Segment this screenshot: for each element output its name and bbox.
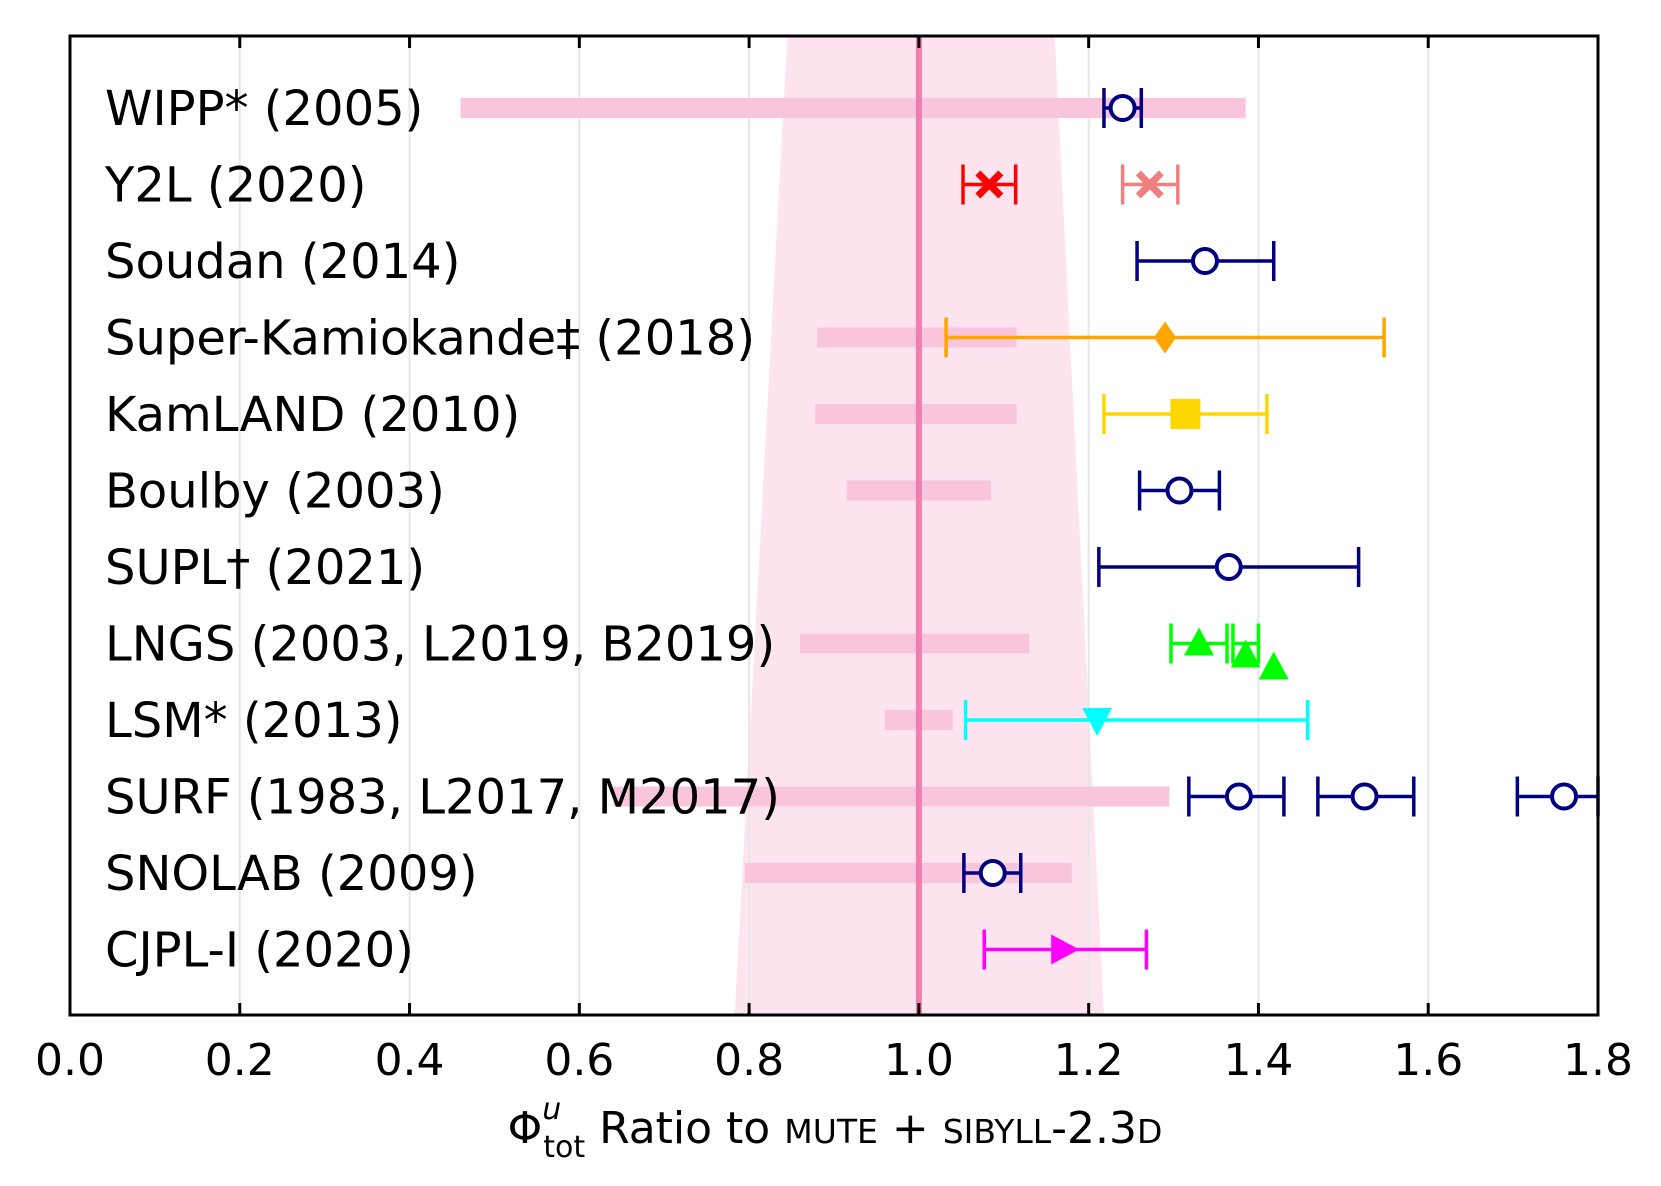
row-label: WIPP* (2005) xyxy=(105,81,423,137)
x-tick-label: 0.0 xyxy=(35,1035,105,1086)
x-tick-label: 0.4 xyxy=(375,1035,445,1086)
row-label: Super-Kamiokande‡ (2018) xyxy=(105,311,755,367)
row-label: Y2L (2020) xyxy=(104,158,366,214)
data-point xyxy=(1190,247,1219,275)
x-tick-label: 0.6 xyxy=(544,1035,614,1086)
x-tick-label: 1.8 xyxy=(1563,1035,1633,1086)
x-tick-label: 0.2 xyxy=(205,1035,275,1086)
row-label-layer: WIPP* (2005) Y2L (2020) Soudan (2014) Super… xyxy=(104,81,780,979)
x-title-sub: tot xyxy=(543,1130,585,1165)
x-title-plus: + xyxy=(878,1103,943,1154)
data-point-layer xyxy=(944,88,1600,970)
row-label: SURF (1983, L2017, M2017) xyxy=(105,770,780,826)
data-point xyxy=(1230,639,1261,668)
data-point xyxy=(1135,170,1164,199)
row-label: LNGS (2003, L2019, B2019) xyxy=(105,617,775,673)
data-point xyxy=(1082,708,1113,736)
x-tick-label: 1.4 xyxy=(1223,1035,1293,1086)
plot-frame xyxy=(68,34,1600,1017)
x-title-ratio: Ratio to xyxy=(585,1103,784,1154)
data-point xyxy=(1258,651,1289,680)
range-bar xyxy=(800,633,1030,654)
x-title-sup: u xyxy=(542,1092,561,1127)
data-point xyxy=(1550,782,1579,811)
x-title-phi: Φ xyxy=(508,1103,543,1154)
data-point xyxy=(1214,553,1243,581)
data-point xyxy=(978,859,1007,887)
data-point xyxy=(1165,476,1194,505)
x-tick-label: 1.2 xyxy=(1054,1035,1124,1086)
row-label: CJPL-I (2020) xyxy=(105,923,414,979)
data-point xyxy=(1108,94,1137,122)
x-axis-title: Φu tot Ratio to MUTE + SIBYLL-2.3D xyxy=(508,1092,1163,1165)
range-bar xyxy=(460,98,1246,118)
row-label: KamLAND (2010) xyxy=(105,387,520,443)
x-title-sibyll: SIBYLL xyxy=(943,1112,1052,1151)
axis-layer: 0.0 0.2 0.4 0.6 0.8 1.0 1.2 1.4 1.6 1.8 xyxy=(35,34,1633,1086)
data-point xyxy=(1184,627,1215,656)
data-point xyxy=(1224,782,1253,811)
data-point xyxy=(975,170,1004,199)
row-label: SUPL† (2021) xyxy=(105,540,425,596)
data-point xyxy=(1350,782,1379,811)
row-label: Soudan (2014) xyxy=(105,234,460,290)
row-label: Boulby (2003) xyxy=(105,464,445,520)
range-bar xyxy=(613,786,1170,807)
row-label: LSM* (2013) xyxy=(105,693,403,749)
x-title-d: D xyxy=(1137,1112,1162,1151)
x-title-mute: MUTE xyxy=(784,1112,878,1151)
data-point xyxy=(1170,399,1201,429)
row-label: SNOLAB (2009) xyxy=(105,846,478,902)
x-tick-label: 0.8 xyxy=(714,1035,784,1086)
data-point xyxy=(1154,321,1177,354)
data-point xyxy=(1051,934,1080,965)
x-tick-label: 1.0 xyxy=(884,1035,954,1086)
x-title-version: -2.3 xyxy=(1051,1103,1137,1154)
range-bar xyxy=(744,863,1072,883)
x-tick-label: 1.6 xyxy=(1393,1035,1463,1086)
